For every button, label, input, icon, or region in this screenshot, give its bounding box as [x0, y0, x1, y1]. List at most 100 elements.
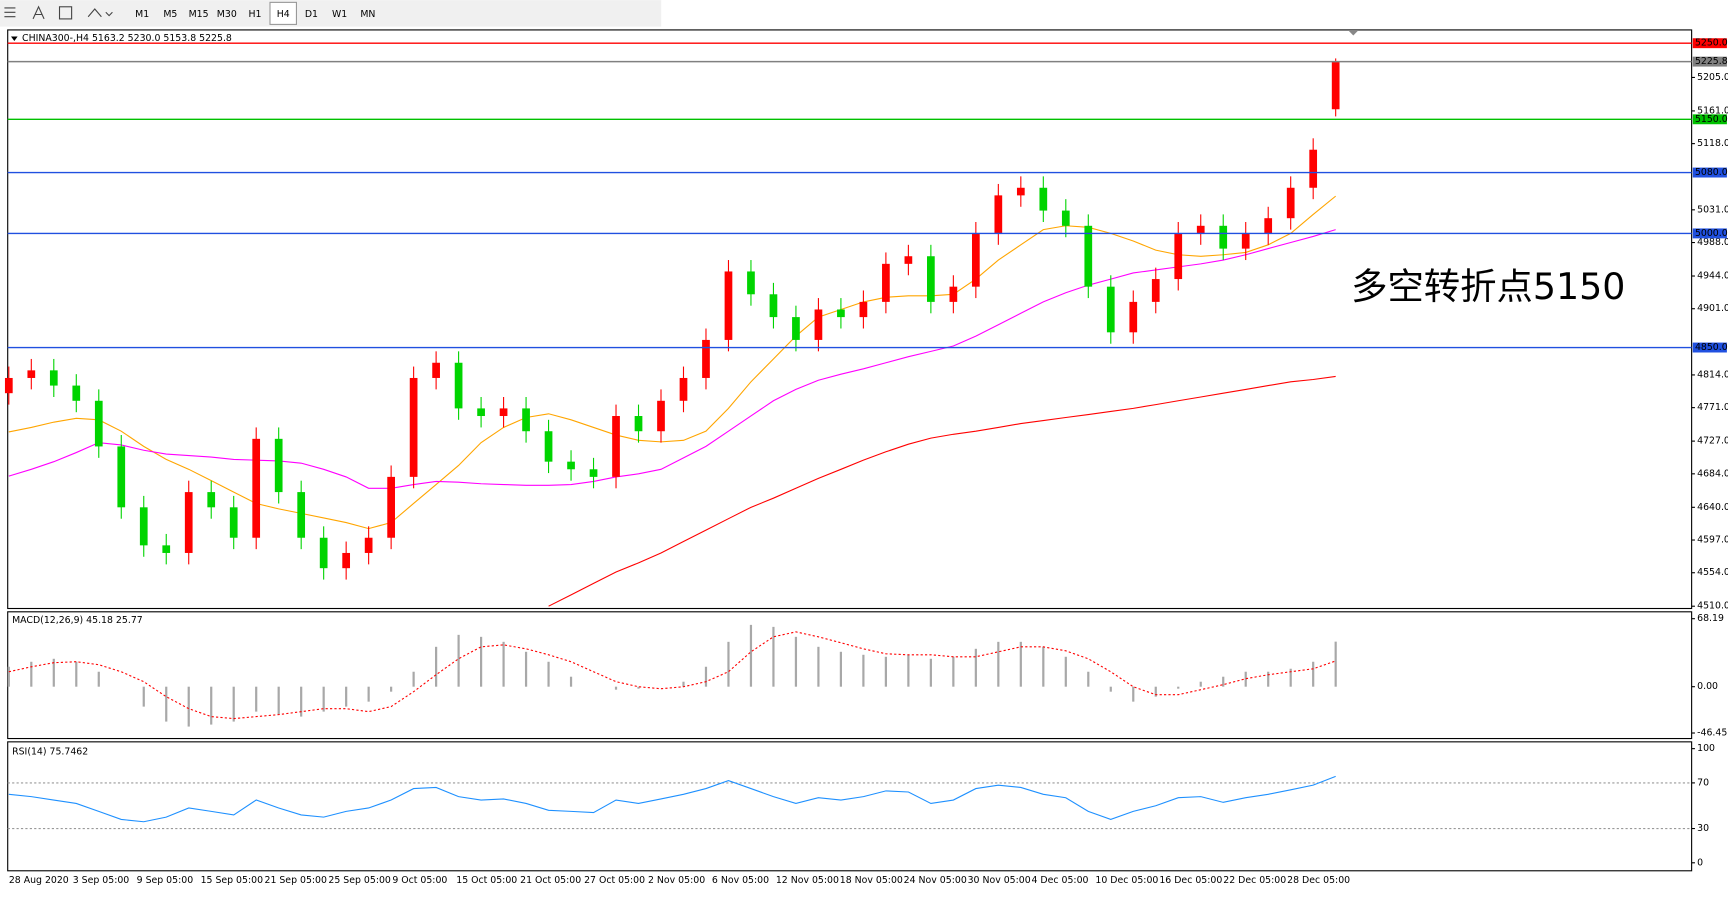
- price-level-label: 5250.0: [1695, 38, 1728, 49]
- y-tick-label: 4554.0: [1697, 567, 1728, 578]
- y-tick-label: 4684.0: [1697, 468, 1728, 479]
- price-level-label: 5080.0: [1695, 167, 1728, 178]
- candle-body: [859, 301, 868, 318]
- x-tick-label: 21 Sep 05:00: [264, 875, 327, 886]
- main-panel: [7, 29, 1693, 610]
- y-tick-label: 100: [1697, 743, 1715, 754]
- y-tick-label: 4814.0: [1697, 369, 1728, 380]
- active-timeframe: [269, 1, 297, 25]
- price-level-box: [1692, 167, 1727, 178]
- shapes-icon[interactable]: [87, 8, 113, 18]
- timeframe-button[interactable]: H4: [277, 9, 290, 20]
- candle-body: [994, 195, 1003, 234]
- candle-body: [387, 476, 395, 538]
- y-tick-label: -46.45: [1697, 728, 1727, 739]
- candle-body: [882, 263, 890, 302]
- label-icon[interactable]: [58, 6, 73, 20]
- candle-body: [1016, 187, 1025, 196]
- timeframe-button[interactable]: M1: [135, 9, 149, 20]
- x-tick-label: 22 Dec 05:00: [1223, 875, 1286, 886]
- candle-body: [747, 271, 755, 295]
- x-tick-label: 16 Dec 05:00: [1159, 875, 1222, 886]
- timeframe-button[interactable]: D1: [305, 9, 318, 20]
- moving-average: [8, 229, 1336, 489]
- price-level-box: [1692, 56, 1727, 67]
- rsi-line: [8, 775, 1336, 823]
- candle-body: [522, 408, 530, 432]
- rsi-panel: [7, 741, 1693, 872]
- rsi-title: RSI(14) 75.7462: [12, 746, 88, 757]
- candle-body: [1196, 225, 1205, 234]
- candle-body: [544, 431, 553, 462]
- timeframe-button[interactable]: H1: [249, 9, 262, 20]
- candle-body: [769, 294, 778, 318]
- x-tick-label: 10 Dec 05:00: [1095, 875, 1158, 886]
- candle-body: [679, 377, 688, 401]
- timeframes: M1 M5 M15 M30 H1 H4 D1 W1 MN: [135, 1, 375, 25]
- candle-body: [1039, 187, 1048, 211]
- chart-header: CHINA300-,H4 5163.2 5230.0 5153.8 5225.8: [22, 33, 232, 44]
- x-tick-label: 9 Sep 05:00: [137, 875, 194, 886]
- candle-body: [364, 537, 373, 553]
- toolbar: [0, 0, 662, 27]
- y-tick-label: 5205.0: [1697, 72, 1728, 83]
- candle-body: [634, 416, 643, 432]
- x-tick-label: 12 Nov 05:00: [776, 875, 839, 886]
- timeframe-button[interactable]: MN: [360, 9, 375, 20]
- y-tick-label: 4510.0: [1697, 601, 1728, 612]
- candle-body: [702, 339, 710, 378]
- x-tick-label: 24 Nov 05:00: [904, 875, 967, 886]
- candle-body: [4, 377, 13, 394]
- y-tick-label: 5161.0: [1697, 105, 1728, 116]
- candle-body: [229, 507, 238, 538]
- y-tick-label: 4988.0: [1697, 237, 1728, 248]
- candle-body: [162, 545, 171, 553]
- timeframe-button[interactable]: W1: [332, 9, 347, 20]
- annotation: 多空转折点5150: [1351, 265, 1625, 308]
- candle-body: [612, 416, 620, 477]
- y-tick-label: 4597.0: [1697, 535, 1728, 546]
- x-tick-label: 30 Nov 05:00: [968, 875, 1031, 886]
- x-tick-label: 27 Oct 05:00: [584, 875, 645, 886]
- y-tick-label: 4901.0: [1697, 303, 1728, 314]
- candle-body: [49, 370, 58, 386]
- candle-body: [927, 256, 935, 302]
- x-tick-label: 18 Nov 05:00: [840, 875, 903, 886]
- timeframe-button[interactable]: M5: [163, 9, 177, 20]
- macd-title: MACD(12,26,9) 45.18 25.77: [12, 615, 143, 626]
- candle-body: [1219, 225, 1228, 249]
- candle-body: [1309, 149, 1318, 188]
- x-tick-label: 15 Sep 05:00: [201, 875, 264, 886]
- price-level-box: [1692, 228, 1727, 239]
- candle-body: [1241, 233, 1250, 249]
- price-level-label: 4850.0: [1695, 342, 1728, 353]
- x-tick-label: 4 Dec 05:00: [1032, 875, 1089, 886]
- price-level-box: [1692, 114, 1727, 125]
- menu-icon[interactable]: [4, 7, 16, 18]
- timeframe-button[interactable]: M30: [217, 9, 237, 20]
- text-icon[interactable]: [32, 5, 45, 20]
- y-tick-label: 4727.0: [1697, 436, 1728, 447]
- x-tick-label: 6 Nov 05:00: [712, 875, 769, 886]
- price-level-box: [1692, 342, 1727, 353]
- candle-body: [274, 438, 283, 493]
- collapse-arrow[interactable]: [11, 36, 18, 41]
- candle-body: [814, 309, 823, 340]
- y-tick-label: 5031.0: [1697, 204, 1728, 215]
- candle-body: [207, 492, 216, 508]
- timeframe-button[interactable]: M15: [189, 9, 209, 20]
- y-tick-label: 4944.0: [1697, 271, 1728, 282]
- candle-body: [1331, 61, 1340, 110]
- x-tick-label: 3 Sep 05:00: [73, 875, 130, 886]
- candle-body: [454, 362, 463, 409]
- candle-body: [589, 469, 598, 477]
- candle-body: [1129, 301, 1138, 333]
- shift-marker: [1348, 31, 1358, 36]
- x-tick-label: 9 Oct 05:00: [392, 875, 447, 886]
- candle-body: [1264, 218, 1273, 234]
- candle-body: [567, 461, 575, 470]
- y-tick-label: 4640.0: [1697, 502, 1728, 513]
